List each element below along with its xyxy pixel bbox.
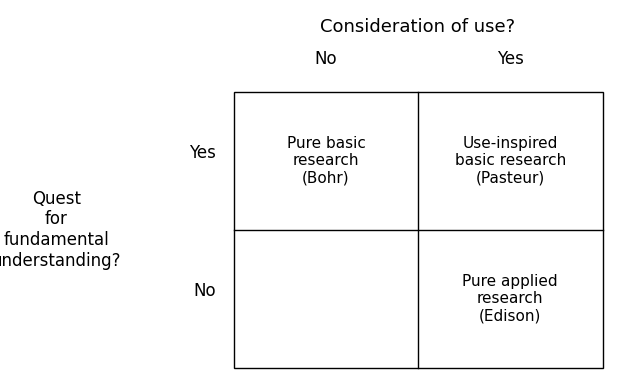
Text: Yes: Yes: [497, 51, 524, 68]
Text: Pure basic
research
(Bohr): Pure basic research (Bohr): [286, 136, 366, 186]
Text: No: No: [193, 282, 216, 300]
Text: Quest
for
fundamental
understanding?: Quest for fundamental understanding?: [0, 190, 121, 270]
Text: Use-inspired
basic research
(Pasteur): Use-inspired basic research (Pasteur): [455, 136, 566, 186]
Text: Yes: Yes: [189, 144, 216, 162]
Text: No: No: [314, 51, 338, 68]
Text: Pure applied
research
(Edison): Pure applied research (Edison): [462, 274, 558, 324]
Text: Consideration of use?: Consideration of use?: [320, 18, 515, 36]
Bar: [234, 92, 603, 368]
